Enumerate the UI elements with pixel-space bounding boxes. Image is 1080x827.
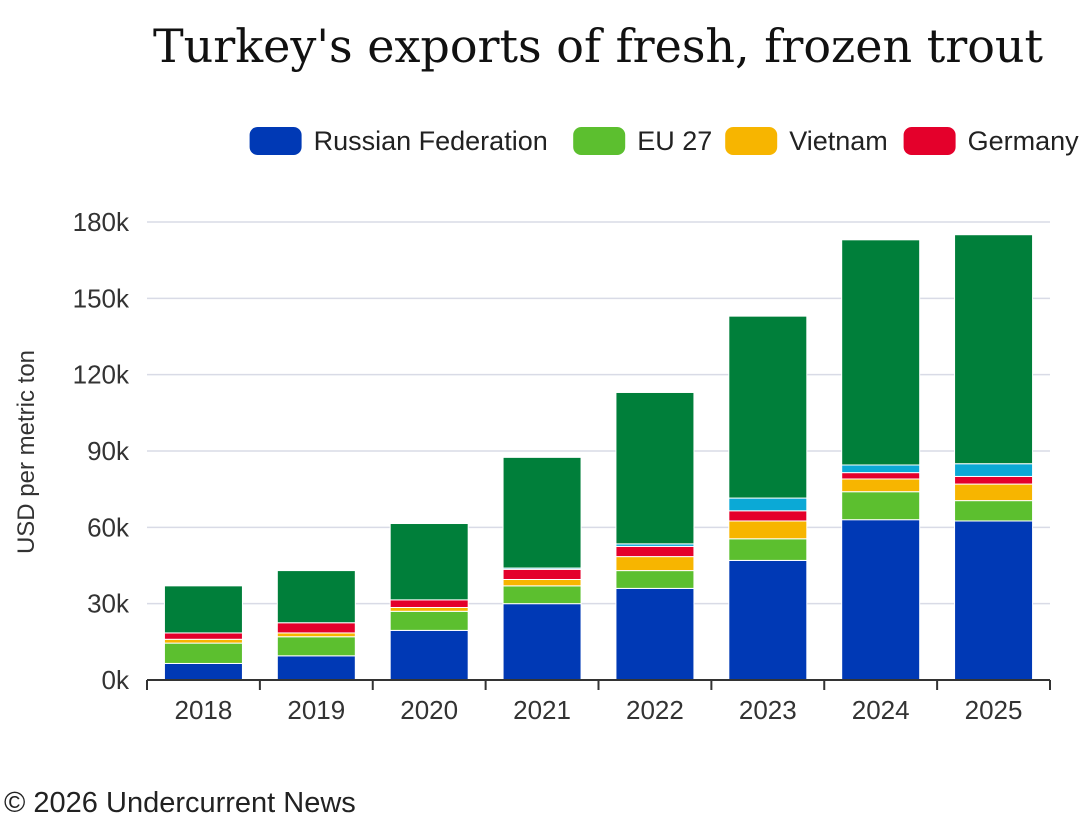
- bar-segment-2023-other-cyan-: [728, 497, 808, 512]
- bar-segment-2018-eu-27: [163, 642, 243, 664]
- bar-segment-2019-russian-federation: [276, 655, 356, 681]
- bar-segment-2024-other-cyan-: [841, 464, 921, 474]
- x-tick-label: 2024: [852, 695, 910, 725]
- legend-swatch: [249, 127, 302, 155]
- y-tick-label: 30k: [87, 589, 130, 619]
- bar-segment-2018-other-green-: [163, 585, 243, 634]
- legend-item-russian-federation[interactable]: Russian Federation: [249, 126, 548, 156]
- legend: Russian Federation EU 27 Vietnam Germany: [249, 126, 1080, 156]
- bar-segment-2025-germany: [954, 475, 1034, 485]
- bar-segment-2025-russian-federation: [954, 520, 1034, 681]
- bar-segment-2024-russian-federation: [841, 519, 921, 681]
- y-tick-label: 60k: [87, 512, 130, 542]
- copyright-credit: © 2026 Undercurrent News: [4, 787, 356, 819]
- y-tick-label: 90k: [87, 436, 130, 466]
- y-tick-label: 150k: [73, 283, 130, 313]
- y-axis-label: USD per metric ton: [13, 350, 40, 554]
- y-tick-label: 180k: [73, 207, 130, 237]
- bar-segment-2025-other-green-: [954, 234, 1034, 465]
- x-tick-label: 2023: [739, 695, 797, 725]
- bars: [163, 234, 1034, 681]
- bar-segment-2022-vietnam: [615, 556, 695, 572]
- bar-segment-2025-eu-27: [954, 500, 1034, 522]
- legend-item-eu-27[interactable]: EU 27: [573, 126, 712, 156]
- bar-segment-2024-germany: [841, 472, 921, 480]
- bar-segment-2024-other-green-: [841, 239, 921, 466]
- legend-label: EU 27: [637, 126, 712, 156]
- bar-segment-2023-germany: [728, 510, 808, 522]
- legend-label: Vietnam: [789, 126, 888, 156]
- bar-segment-2022-germany: [615, 545, 695, 558]
- bar-segment-2021-vietnam: [502, 578, 582, 587]
- legend-swatch: [573, 127, 626, 155]
- bar-segment-2024-vietnam: [841, 478, 921, 493]
- bar-segment-2021-russian-federation: [502, 603, 582, 681]
- bar-segment-2020-vietnam: [389, 606, 469, 612]
- x-tick-label: 2019: [287, 695, 345, 725]
- bar-segment-2018-russian-federation: [163, 662, 243, 681]
- bar-segment-2025-vietnam: [954, 483, 1034, 502]
- bar-segment-2023-vietnam: [728, 520, 808, 540]
- bar-segment-2018-vietnam: [163, 638, 243, 644]
- chart-title: Turkey's exports of fresh, frozen trout: [153, 19, 1044, 73]
- bar-segment-2020-germany: [389, 599, 469, 608]
- y-tick-label: 0k: [102, 665, 130, 695]
- legend-swatch: [903, 127, 956, 155]
- bar-segment-2018-germany: [163, 632, 243, 640]
- bar-segment-2023-russian-federation: [728, 559, 808, 681]
- bar-segment-2022-eu-27: [615, 570, 695, 589]
- y-tick-label: 120k: [73, 360, 130, 390]
- bar-segment-2019-germany: [276, 622, 356, 634]
- bar-segment-2020-eu-27: [389, 610, 469, 631]
- legend-item-vietnam[interactable]: Vietnam: [725, 126, 888, 156]
- bar-segment-2022-other-green-: [615, 391, 695, 545]
- bar-segment-2023-eu-27: [728, 538, 808, 561]
- bar-segment-2023-other-green-: [728, 315, 808, 499]
- bar-segment-2024-eu-27: [841, 491, 921, 521]
- x-tick-label: 2025: [965, 695, 1023, 725]
- x-tick-label: 2022: [626, 695, 684, 725]
- bar-segment-2021-germany: [502, 568, 582, 580]
- bar-segment-2025-other-cyan-: [954, 463, 1034, 477]
- x-tick-label: 2021: [513, 695, 571, 725]
- x-tick-label: 2020: [400, 695, 458, 725]
- legend-item-germany[interactable]: Germany: [903, 126, 1080, 156]
- legend-label: Germany: [968, 126, 1080, 156]
- bar-segment-2020-russian-federation: [389, 629, 469, 681]
- bar-segment-2021-other-green-: [502, 456, 582, 569]
- bar-segment-2022-russian-federation: [615, 587, 695, 681]
- y-axis-ticks: 0k 30k 60k 90k 120k 150k 180k: [73, 207, 130, 695]
- bar-segment-2019-vietnam: [276, 632, 356, 638]
- x-tick-label: 2018: [175, 695, 233, 725]
- x-axis: 2018 2019 2020 2021 2022 2023 2024 2025: [146, 679, 1051, 725]
- legend-swatch: [725, 127, 778, 155]
- bar-segment-2019-other-green-: [276, 570, 356, 624]
- legend-label: Russian Federation: [314, 126, 548, 156]
- bar-segment-2021-eu-27: [502, 585, 582, 605]
- bar-segment-2019-eu-27: [276, 636, 356, 657]
- bar-segment-2020-other-green-: [389, 523, 469, 601]
